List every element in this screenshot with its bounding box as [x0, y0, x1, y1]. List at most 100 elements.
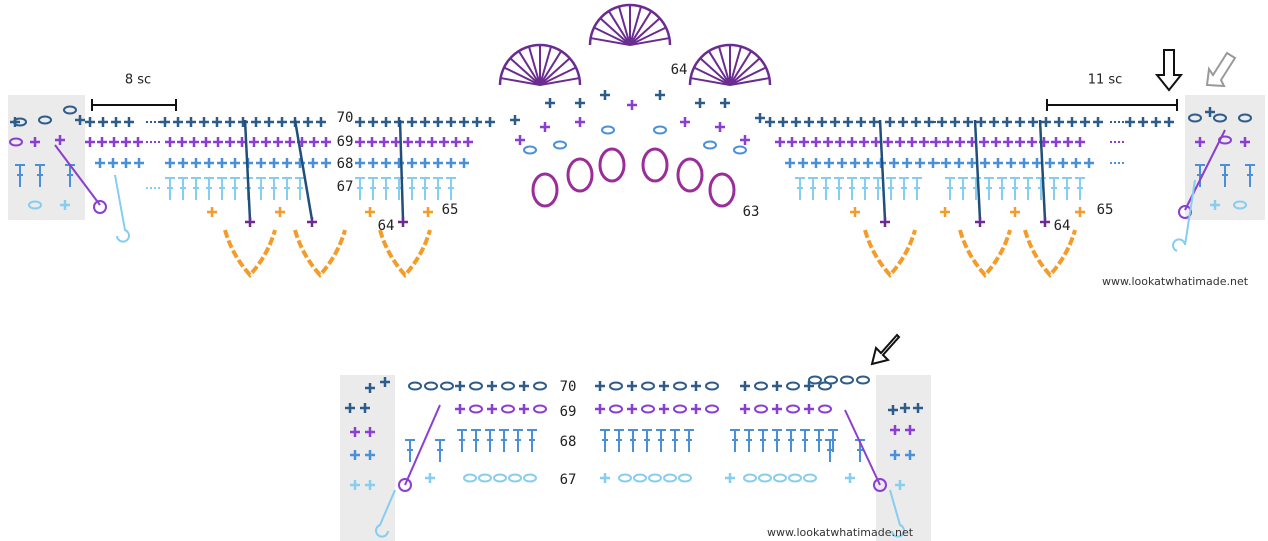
dc-stitch — [405, 439, 415, 462]
chain-stitch — [705, 404, 719, 414]
chain-stitch — [743, 473, 757, 483]
dc-stitch — [984, 177, 994, 200]
sc-stitch — [121, 137, 131, 147]
sc-stitch — [381, 117, 391, 127]
sc-stitch — [30, 137, 40, 147]
dc-stitch — [1023, 177, 1033, 200]
sc-stitch — [1067, 117, 1077, 127]
row-label: 69 — [337, 134, 354, 150]
sc-stitch — [1075, 137, 1085, 147]
chain-stitch — [856, 375, 870, 385]
dc-stitch — [433, 177, 443, 200]
row-label: 70 — [560, 379, 577, 395]
row-label: 67 — [337, 179, 354, 195]
sc-stitch — [976, 117, 986, 127]
sc-stitch — [1093, 117, 1103, 127]
dc-stitch — [758, 429, 768, 452]
sc-stitch — [355, 117, 365, 127]
post-stitch — [293, 119, 314, 221]
sc-stitch — [1019, 158, 1029, 168]
chain-stitch — [523, 473, 537, 483]
sc-stitch — [600, 473, 610, 483]
dc-stitch — [684, 429, 694, 452]
sc-stitch — [261, 137, 271, 147]
sc-stitch — [545, 98, 555, 108]
fan-stitch — [509, 57, 541, 86]
row-label: 68 — [560, 434, 577, 450]
sc-stitch — [575, 98, 585, 108]
fan-stitch — [539, 66, 577, 86]
dc-stitch — [958, 177, 968, 200]
fan-stitch — [593, 26, 631, 46]
sc-stitch — [407, 158, 417, 168]
sc-stitch — [835, 137, 845, 147]
sc-stitch — [510, 115, 520, 125]
sc-stitch — [955, 137, 965, 147]
puff-stitch — [566, 157, 594, 193]
chain-stitch — [28, 200, 42, 210]
dc-stitch — [730, 429, 740, 452]
dc-stitch — [1220, 164, 1230, 187]
puff-stitch — [598, 147, 626, 183]
fan-stitch — [500, 77, 541, 86]
dc-stitch — [834, 177, 844, 200]
dc-stitch — [420, 177, 430, 200]
sc-stitch — [824, 158, 834, 168]
chain-stitch — [1188, 113, 1202, 123]
sc-stitch — [954, 158, 964, 168]
long-stitch — [404, 404, 441, 486]
dc-stitch — [178, 177, 188, 200]
sc-stitch — [847, 137, 857, 147]
chain-stitch — [818, 404, 832, 414]
chain-stitch — [786, 381, 800, 391]
sc-stitch — [1002, 117, 1012, 127]
sc-stitch — [403, 137, 413, 147]
sc-stitch — [282, 158, 292, 168]
fan-stitch — [629, 26, 667, 46]
sc-stitch — [627, 100, 637, 110]
long-stitch — [844, 409, 881, 486]
sc-stitch — [285, 137, 295, 147]
chain-stitch — [63, 105, 77, 115]
dc-stitch — [1245, 164, 1255, 187]
puff-stitch — [531, 172, 559, 208]
sc-stitch — [811, 158, 821, 168]
sc-stitch — [451, 137, 461, 147]
sc-stitch — [360, 403, 370, 413]
sc-stitch — [173, 117, 183, 127]
dc-stitch — [368, 177, 378, 200]
dc-stitch — [485, 429, 495, 452]
sc-stitch — [365, 427, 375, 437]
dc-stitch — [513, 429, 523, 452]
sc-stitch — [1138, 117, 1148, 127]
sc-stitch — [446, 117, 456, 127]
chain-stitch — [424, 381, 438, 391]
chain-stitch — [840, 375, 854, 385]
chain-stitch — [808, 375, 822, 385]
sc-stitch — [1015, 117, 1025, 127]
sc-stitch — [1071, 158, 1081, 168]
sc-stitch — [1003, 137, 1013, 147]
sc-stitch — [1125, 117, 1135, 127]
sc-stitch — [307, 217, 317, 227]
sc-stitch — [725, 473, 735, 483]
fan-arc — [498, 43, 582, 86]
sc-stitch — [740, 381, 750, 391]
fan-stitch — [629, 6, 642, 46]
dc-stitch — [1049, 177, 1059, 200]
dc-stitch — [1010, 177, 1020, 200]
fan-arc — [588, 3, 672, 46]
fan-stitch — [629, 37, 670, 46]
sc-stitch — [398, 217, 408, 227]
chain-stitch — [609, 404, 623, 414]
sc-stitch — [691, 404, 701, 414]
sc-stitch — [540, 122, 550, 132]
post-stitch — [243, 119, 252, 221]
sc-stitch — [391, 137, 401, 147]
sc-stitch — [225, 137, 235, 147]
dc-stitch — [35, 164, 45, 187]
chain-stitch — [533, 381, 547, 391]
sc-stitch — [485, 117, 495, 127]
sc-stitch — [856, 117, 866, 127]
chain-stitch — [754, 404, 768, 414]
